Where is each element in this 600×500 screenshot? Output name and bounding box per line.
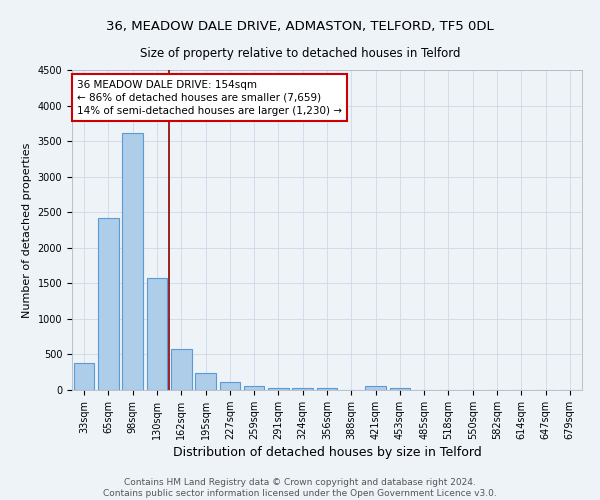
Y-axis label: Number of detached properties: Number of detached properties xyxy=(22,142,32,318)
Bar xyxy=(365,386,386,390)
Text: Contains HM Land Registry data © Crown copyright and database right 2024.
Contai: Contains HM Land Registry data © Crown c… xyxy=(103,478,497,498)
Bar xyxy=(268,388,289,390)
X-axis label: Distribution of detached houses by size in Telford: Distribution of detached houses by size … xyxy=(173,446,481,459)
Text: 36 MEADOW DALE DRIVE: 154sqm
← 86% of detached houses are smaller (7,659)
14% of: 36 MEADOW DALE DRIVE: 154sqm ← 86% of de… xyxy=(77,80,342,116)
Bar xyxy=(146,278,167,390)
Bar xyxy=(292,388,313,390)
Bar xyxy=(195,373,216,390)
Text: 36, MEADOW DALE DRIVE, ADMASTON, TELFORD, TF5 0DL: 36, MEADOW DALE DRIVE, ADMASTON, TELFORD… xyxy=(106,20,494,33)
Bar xyxy=(98,218,119,390)
Bar xyxy=(171,349,191,390)
Text: Size of property relative to detached houses in Telford: Size of property relative to detached ho… xyxy=(140,48,460,60)
Bar xyxy=(122,132,143,390)
Bar xyxy=(74,364,94,390)
Bar xyxy=(220,382,240,390)
Bar xyxy=(317,388,337,390)
Bar xyxy=(244,386,265,390)
Bar xyxy=(389,388,410,390)
